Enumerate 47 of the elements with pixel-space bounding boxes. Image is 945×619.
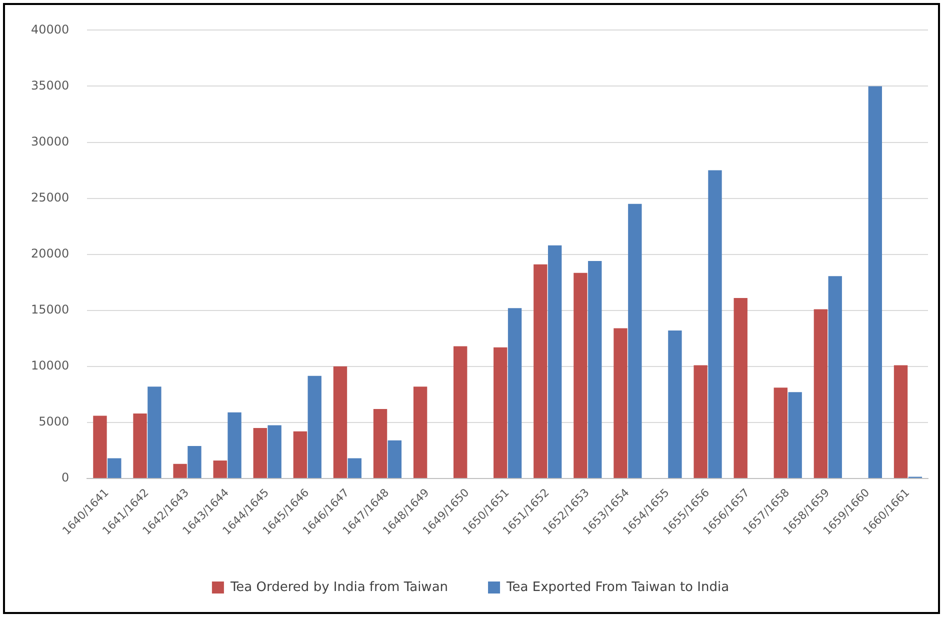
bar [574, 272, 588, 478]
y-tick-label: 30000 [30, 134, 70, 148]
bar [734, 298, 748, 478]
bar [708, 170, 722, 478]
bar [668, 330, 682, 478]
bar [694, 365, 708, 478]
legend-label: Tea Exported From Taiwan to India [506, 580, 730, 595]
bar [173, 464, 187, 478]
bar [308, 376, 322, 478]
bar [614, 328, 628, 478]
bar [494, 347, 508, 478]
bar [388, 440, 402, 478]
y-tick-label: 10000 [30, 358, 70, 373]
bar [894, 365, 908, 478]
y-tick-label: 5000 [38, 414, 70, 429]
bar [828, 276, 842, 478]
bar [333, 366, 348, 478]
bar [534, 264, 548, 478]
bar [814, 309, 828, 478]
bar [108, 458, 122, 478]
bar [348, 458, 362, 478]
bar [453, 346, 468, 478]
y-tick-label: 25000 [30, 190, 70, 204]
bar [548, 245, 562, 478]
y-tick-label: 15000 [30, 302, 70, 316]
bar [628, 204, 642, 478]
bar [268, 425, 282, 478]
y-tick-label: 0 [62, 470, 70, 485]
bar [133, 413, 147, 478]
legend-label: Tea Ordered by India from Taiwan [229, 580, 448, 595]
bar [213, 460, 227, 478]
bar [293, 431, 308, 478]
bar [774, 388, 788, 478]
y-tick-label: 20000 [30, 246, 70, 260]
bar [228, 412, 242, 478]
bar [413, 386, 428, 478]
bar [148, 386, 162, 478]
y-tick-label: 40000 [30, 22, 70, 36]
y-tick-label: 35000 [30, 78, 70, 92]
bar [188, 446, 202, 478]
bar [588, 261, 602, 478]
bar [508, 308, 522, 478]
bar [788, 392, 802, 478]
bar [93, 416, 107, 478]
bar [868, 86, 882, 478]
bar [373, 408, 388, 478]
bar [253, 428, 267, 478]
